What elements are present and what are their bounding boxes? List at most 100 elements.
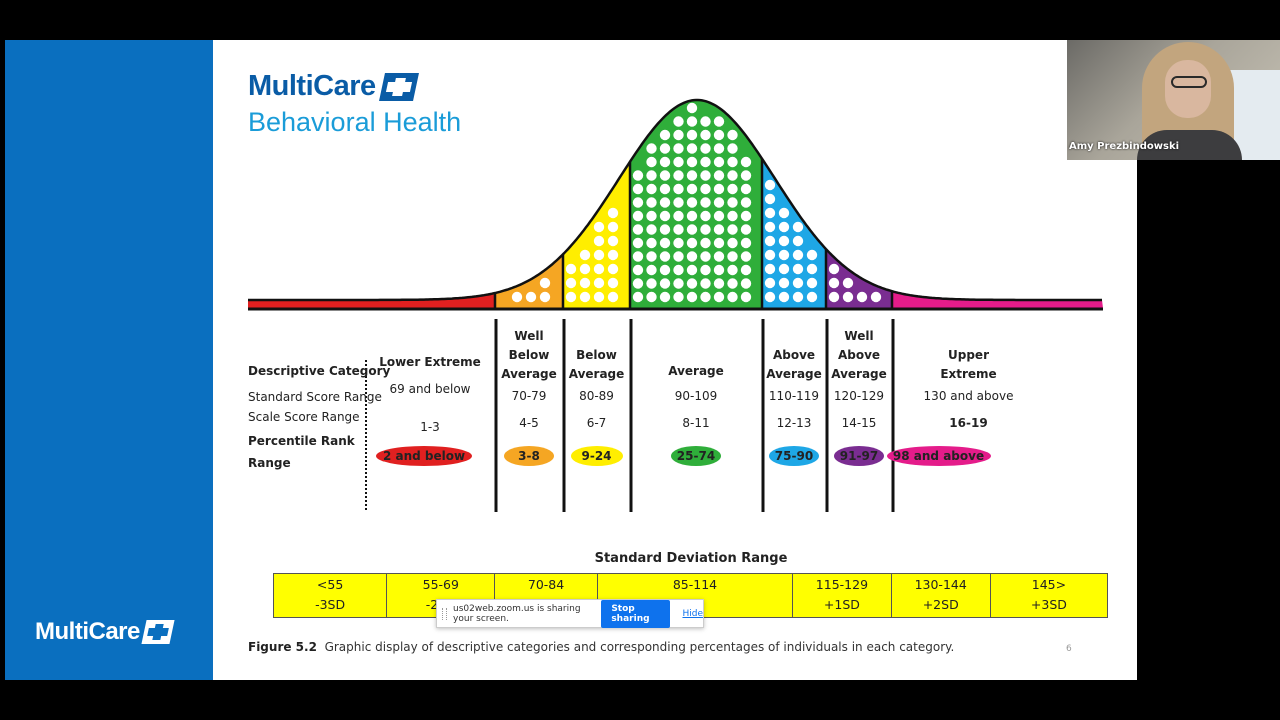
stop-sharing-button[interactable]: Stop sharing: [601, 599, 671, 628]
population-dot: [646, 156, 657, 168]
population-dot: [713, 264, 725, 276]
population-dot: [607, 207, 619, 219]
population-dot: [764, 207, 776, 219]
population-dot: [686, 197, 698, 208]
population-dot: [686, 251, 698, 262]
sd-cell: 145> +3SD: [991, 574, 1107, 617]
population-dot: [659, 237, 671, 249]
figure-caption: Figure 5.2 Graphic display of descriptiv…: [248, 640, 954, 654]
population-dot: [727, 224, 738, 235]
population-dot: [539, 277, 551, 289]
population-dot: [792, 221, 804, 233]
screen-share-bar: us02web.zoom.us is sharing your screen. …: [436, 599, 704, 628]
population-dot: [646, 143, 657, 154]
brand-subtitle: Behavioral Health: [248, 107, 462, 137]
population-dot: [713, 197, 725, 208]
population-dot: [565, 263, 577, 275]
population-dot: [686, 291, 698, 303]
population-dot: [632, 183, 644, 195]
population-dot: [607, 277, 619, 289]
population-dot: [792, 263, 804, 275]
population-dot: [740, 224, 752, 235]
population-dot: [806, 291, 818, 303]
population-dot: [646, 278, 657, 289]
population-dot: [764, 221, 776, 233]
category-name: Below Average: [568, 348, 625, 381]
participant-video[interactable]: [1067, 40, 1280, 160]
standard-score: 69 and below: [389, 382, 471, 396]
population-dot: [686, 116, 698, 127]
population-dot: [727, 291, 738, 303]
population-dot: [686, 237, 698, 249]
category-name: Well Above Average: [831, 329, 887, 381]
sd-cell-range: <55: [316, 577, 344, 592]
population-dot: [646, 291, 657, 303]
population-dot: [646, 264, 657, 276]
population-dot: [740, 183, 752, 195]
population-dot: [686, 102, 698, 114]
sidebar-logo-text: MultiCare: [35, 618, 140, 645]
population-dot: [713, 291, 725, 303]
standard-score: 120-129: [833, 389, 885, 403]
sd-cell: 115-129 +1SD: [793, 574, 892, 617]
percentile-badge: 3-8: [504, 446, 554, 466]
population-dot: [646, 251, 657, 262]
population-dot: [673, 224, 684, 235]
participant-name: Amy Prezbindowski: [1069, 141, 1180, 152]
population-dot: [686, 156, 698, 168]
population-dot: [727, 264, 738, 276]
population-dot: [700, 116, 711, 127]
sd-cell-deviation: +2SD: [922, 597, 959, 612]
standard-score: 110-119: [768, 389, 820, 403]
scale-score: 8-11: [682, 416, 710, 430]
population-dot: [700, 197, 711, 208]
population-dot: [740, 278, 752, 289]
population-dot: [828, 291, 840, 303]
population-dot: [740, 251, 752, 262]
scale-score: 4-5: [519, 416, 539, 430]
population-dot: [607, 249, 619, 261]
bell-outline: [248, 98, 1102, 302]
population-dot: [673, 197, 684, 208]
population-dot: [686, 278, 698, 289]
hide-button[interactable]: Hide: [682, 608, 703, 619]
population-dot: [673, 183, 684, 195]
row-label-standard: Standard Score Range: [248, 390, 382, 404]
population-dot: [673, 143, 684, 154]
population-dot: [700, 129, 711, 141]
standard-score: 80-89: [579, 389, 614, 403]
population-dot: [673, 237, 684, 249]
sd-cell-deviation: +3SD: [1030, 597, 1067, 612]
category-name: Upper Extreme: [940, 348, 997, 381]
scale-score: 6-7: [586, 416, 607, 430]
category-name: Lower Extreme: [379, 355, 481, 369]
population-dot: [659, 251, 671, 262]
population-dot: [842, 291, 854, 303]
population-dot: [778, 277, 790, 289]
population-dot: [764, 179, 776, 191]
percentile-badge: 75-90: [769, 446, 819, 466]
population-dot: [842, 277, 854, 289]
population-dot: [646, 237, 657, 249]
population-dot: [713, 183, 725, 195]
population-dot: [713, 237, 725, 249]
population-dot: [740, 156, 752, 168]
scale-score: 12-13: [776, 416, 812, 430]
population-dot: [764, 277, 776, 289]
sd-cell-range: 145>: [1031, 577, 1067, 592]
population-dot: [593, 221, 605, 233]
drag-handle-icon[interactable]: [442, 607, 448, 620]
population-dot: [686, 129, 698, 141]
population-dot: [727, 237, 738, 249]
population-dot: [713, 278, 725, 289]
population-dot: [659, 129, 671, 141]
population-dot: [727, 129, 738, 141]
population-dot: [727, 197, 738, 208]
population-dot: [632, 264, 644, 276]
multicare-cross-icon: [141, 620, 175, 644]
population-dot: [700, 183, 711, 195]
population-dot: [673, 210, 684, 222]
population-dot: [713, 251, 725, 262]
page-number: 6: [1066, 644, 1072, 654]
population-dot: [700, 156, 711, 168]
